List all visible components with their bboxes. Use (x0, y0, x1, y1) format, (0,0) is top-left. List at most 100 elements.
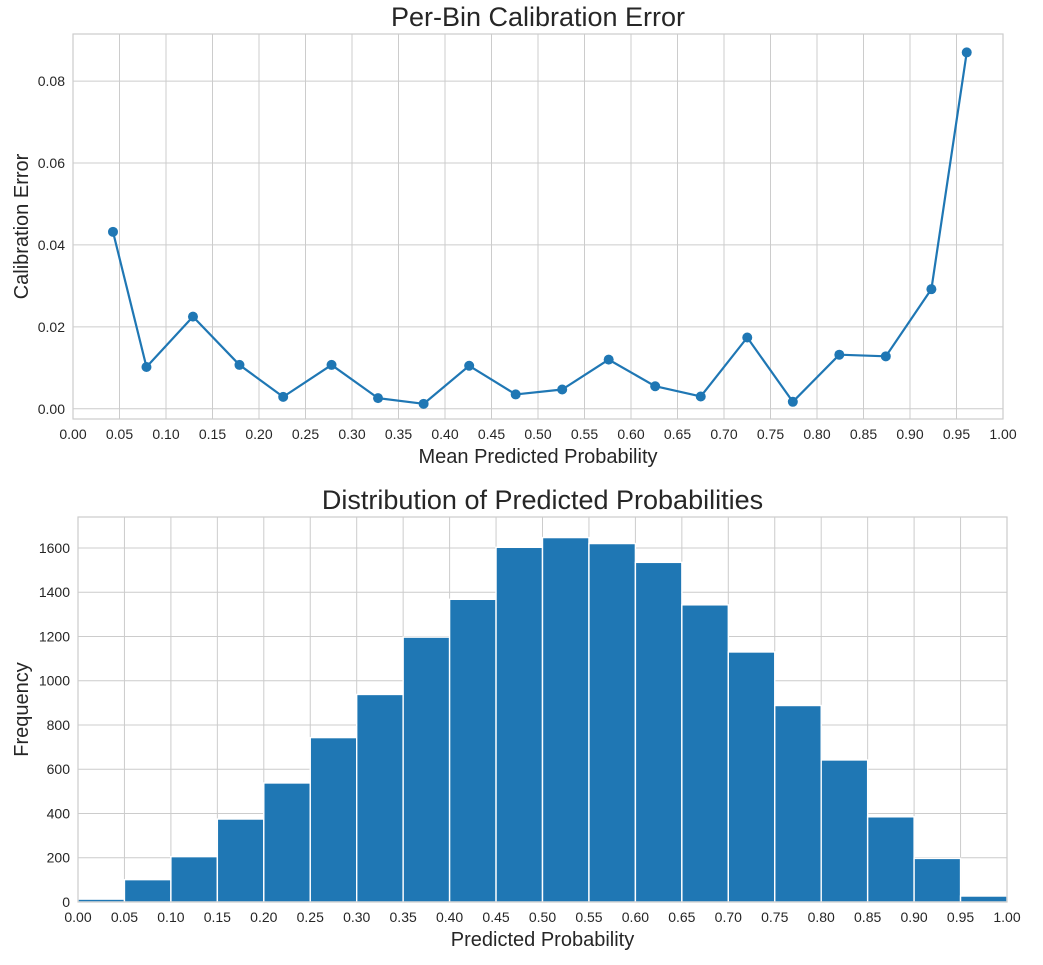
calibration-point (557, 384, 568, 395)
c1-x-tick-label: 0.40 (431, 426, 458, 442)
histogram-bar (448, 598, 497, 903)
c2-x-tick-label: 0.30 (343, 909, 370, 925)
c2-x-tick-label: 0.10 (157, 909, 184, 925)
c1-x-tick-label: 1.00 (989, 426, 1016, 442)
histogram-bar (959, 895, 1008, 903)
calibration-y-ticks: 0.00 0.02 0.04 0.06 0.08 (38, 73, 65, 417)
c1-x-tick-label: 0.15 (199, 426, 226, 442)
c1-x-tick-label: 0.25 (292, 426, 319, 442)
c2-x-tick-label: 0.95 (947, 909, 974, 925)
calibration-point (926, 284, 937, 295)
c2-y-tick-label: 1000 (39, 673, 70, 689)
c2-y-tick-label: 800 (47, 717, 71, 733)
c2-x-tick-label: 0.00 (64, 909, 91, 925)
c1-x-tick-label: 0.35 (385, 426, 412, 442)
histogram-bar (774, 704, 822, 903)
calibration-point (787, 396, 798, 407)
c2-y-tick-label: 400 (47, 805, 71, 821)
calibration-y-axis-label: Calibration Error (11, 153, 33, 299)
c1-y-tick-label: 0.08 (38, 73, 65, 89)
calibration-point (961, 47, 972, 58)
c1-x-tick-label: 0.05 (106, 426, 133, 442)
histogram-bar (402, 636, 451, 903)
histogram-bar (727, 651, 776, 903)
calibration-point (603, 354, 614, 365)
calibration-series (107, 47, 972, 409)
calibration-point (107, 226, 118, 237)
calibration-point (187, 311, 198, 322)
c1-x-tick-label: 0.70 (710, 426, 737, 442)
histogram-bar (309, 736, 358, 903)
c1-x-tick-label: 0.60 (617, 426, 644, 442)
c1-x-tick-label: 0.95 (943, 426, 970, 442)
c1-y-tick-label: 0.04 (38, 237, 65, 253)
calibration-point (373, 393, 384, 404)
c2-x-tick-label: 0.90 (900, 909, 927, 925)
calibration-error-line (111, 52, 968, 405)
c2-x-tick-label: 0.65 (668, 909, 695, 925)
histogram-bar (541, 536, 590, 903)
histogram-bar (170, 855, 219, 903)
calibration-point (650, 381, 661, 392)
histogram-bar (681, 604, 729, 903)
c2-x-tick-label: 0.85 (854, 909, 881, 925)
calibration-point (418, 398, 429, 409)
c2-x-tick-label: 0.35 (390, 909, 417, 925)
calibration-grid (72, 34, 1004, 419)
c1-x-tick-label: 0.90 (896, 426, 923, 442)
histogram-bar (216, 818, 265, 903)
calibration-point (742, 332, 753, 343)
calibration-point (326, 359, 337, 370)
calibration-point (278, 391, 289, 402)
calibration-chart-title: Per-Bin Calibration Error (391, 2, 685, 32)
c1-x-tick-label: 0.30 (338, 426, 365, 442)
c2-x-tick-label: 0.80 (808, 909, 835, 925)
c2-y-tick-label: 600 (47, 761, 71, 777)
c2-x-tick-label: 0.20 (250, 909, 277, 925)
c1-x-tick-label: 0.55 (571, 426, 598, 442)
c2-x-tick-label: 0.55 (575, 909, 602, 925)
probability-histogram-chart: 0.00 0.05 0.10 0.15 0.20 0.25 0.30 0.35 0.40 0.45… (11, 485, 1021, 951)
calibration-point (880, 351, 891, 362)
calibration-x-axis-label: Mean Predicted Probability (418, 446, 657, 468)
c2-x-tick-label: 0.70 (715, 909, 742, 925)
histogram-y-axis-label: Frequency (11, 662, 33, 757)
calibration-point (141, 361, 152, 372)
histogram-y-ticks: 0 200 400 600 800 1000 1200 1400 1600 (39, 540, 70, 910)
c1-y-tick-label: 0.06 (38, 155, 65, 171)
c2-y-tick-label: 1600 (39, 540, 70, 556)
calibration-x-ticks: 0.00 0.05 0.10 0.15 0.20 0.25 0.30 0.35 0.40 0.45… (59, 426, 1016, 442)
c1-x-tick-label: 0.80 (803, 426, 830, 442)
c1-x-tick-label: 0.00 (59, 426, 86, 442)
calibration-point (510, 389, 521, 400)
calibration-point (695, 391, 706, 402)
c1-x-tick-label: 0.45 (478, 426, 505, 442)
c1-x-tick-label: 0.10 (152, 426, 179, 442)
calibration-point (464, 360, 475, 371)
histogram-bar (913, 857, 962, 903)
c2-x-tick-label: 0.75 (761, 909, 788, 925)
histogram-bar (495, 546, 544, 903)
histogram-plot-frame (77, 516, 1008, 903)
c2-x-tick-label: 0.40 (436, 909, 463, 925)
c2-y-tick-label: 1400 (39, 584, 70, 600)
c2-x-tick-label: 0.45 (482, 909, 509, 925)
c1-x-tick-label: 0.85 (850, 426, 877, 442)
c2-x-tick-label: 0.15 (204, 909, 231, 925)
histogram-bar (634, 561, 683, 903)
histogram-bar (866, 816, 915, 903)
c2-x-tick-label: 0.50 (529, 909, 556, 925)
calibration-plot-frame (72, 33, 1004, 420)
c1-y-tick-label: 0.00 (38, 401, 65, 417)
c2-x-tick-label: 0.60 (622, 909, 649, 925)
c2-x-tick-label: 0.05 (111, 909, 138, 925)
c2-y-tick-label: 200 (47, 850, 71, 866)
c2-x-tick-label: 1.00 (993, 909, 1020, 925)
c1-x-tick-label: 0.50 (524, 426, 551, 442)
histogram-bar (356, 693, 404, 903)
histogram-bar (588, 542, 637, 903)
histogram-bar (263, 782, 311, 903)
c1-x-tick-label: 0.75 (757, 426, 784, 442)
histogram-chart-title: Distribution of Predicted Probabilities (322, 485, 763, 515)
